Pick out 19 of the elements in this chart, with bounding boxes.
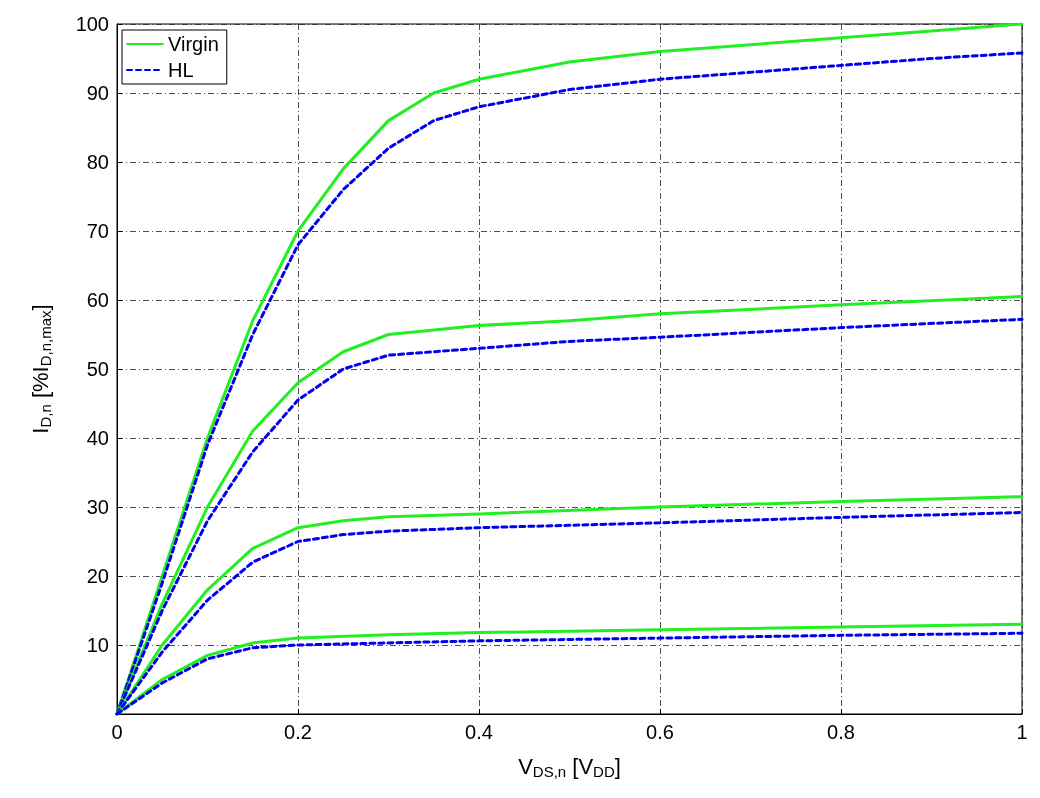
- y-tick-label: 40: [86, 427, 109, 449]
- y-axis-title: ID,n [%ID,n,max]: [28, 304, 54, 434]
- y-tick-label: 90: [86, 82, 109, 104]
- y-tick-label: 70: [86, 220, 109, 242]
- x-tick-label: 0.2: [284, 721, 312, 743]
- legend-label: HL: [168, 59, 194, 81]
- y-tick-label: 50: [86, 358, 109, 380]
- y-tick-label: 100: [75, 13, 109, 35]
- x-tick-label: 0.4: [465, 721, 493, 743]
- y-tick-label: 10: [86, 634, 109, 656]
- legend-label: Virgin: [168, 33, 219, 55]
- y-tick-label: 30: [86, 496, 109, 518]
- x-tick-label: 0: [111, 721, 123, 743]
- y-tick-label: 80: [86, 151, 109, 173]
- y-tick-label: 60: [86, 289, 109, 311]
- x-tick-label: 0.8: [827, 721, 855, 743]
- x-tick-label: 0.6: [646, 721, 674, 743]
- y-tick-label: 20: [86, 565, 109, 587]
- x-tick-label: 1: [1016, 721, 1028, 743]
